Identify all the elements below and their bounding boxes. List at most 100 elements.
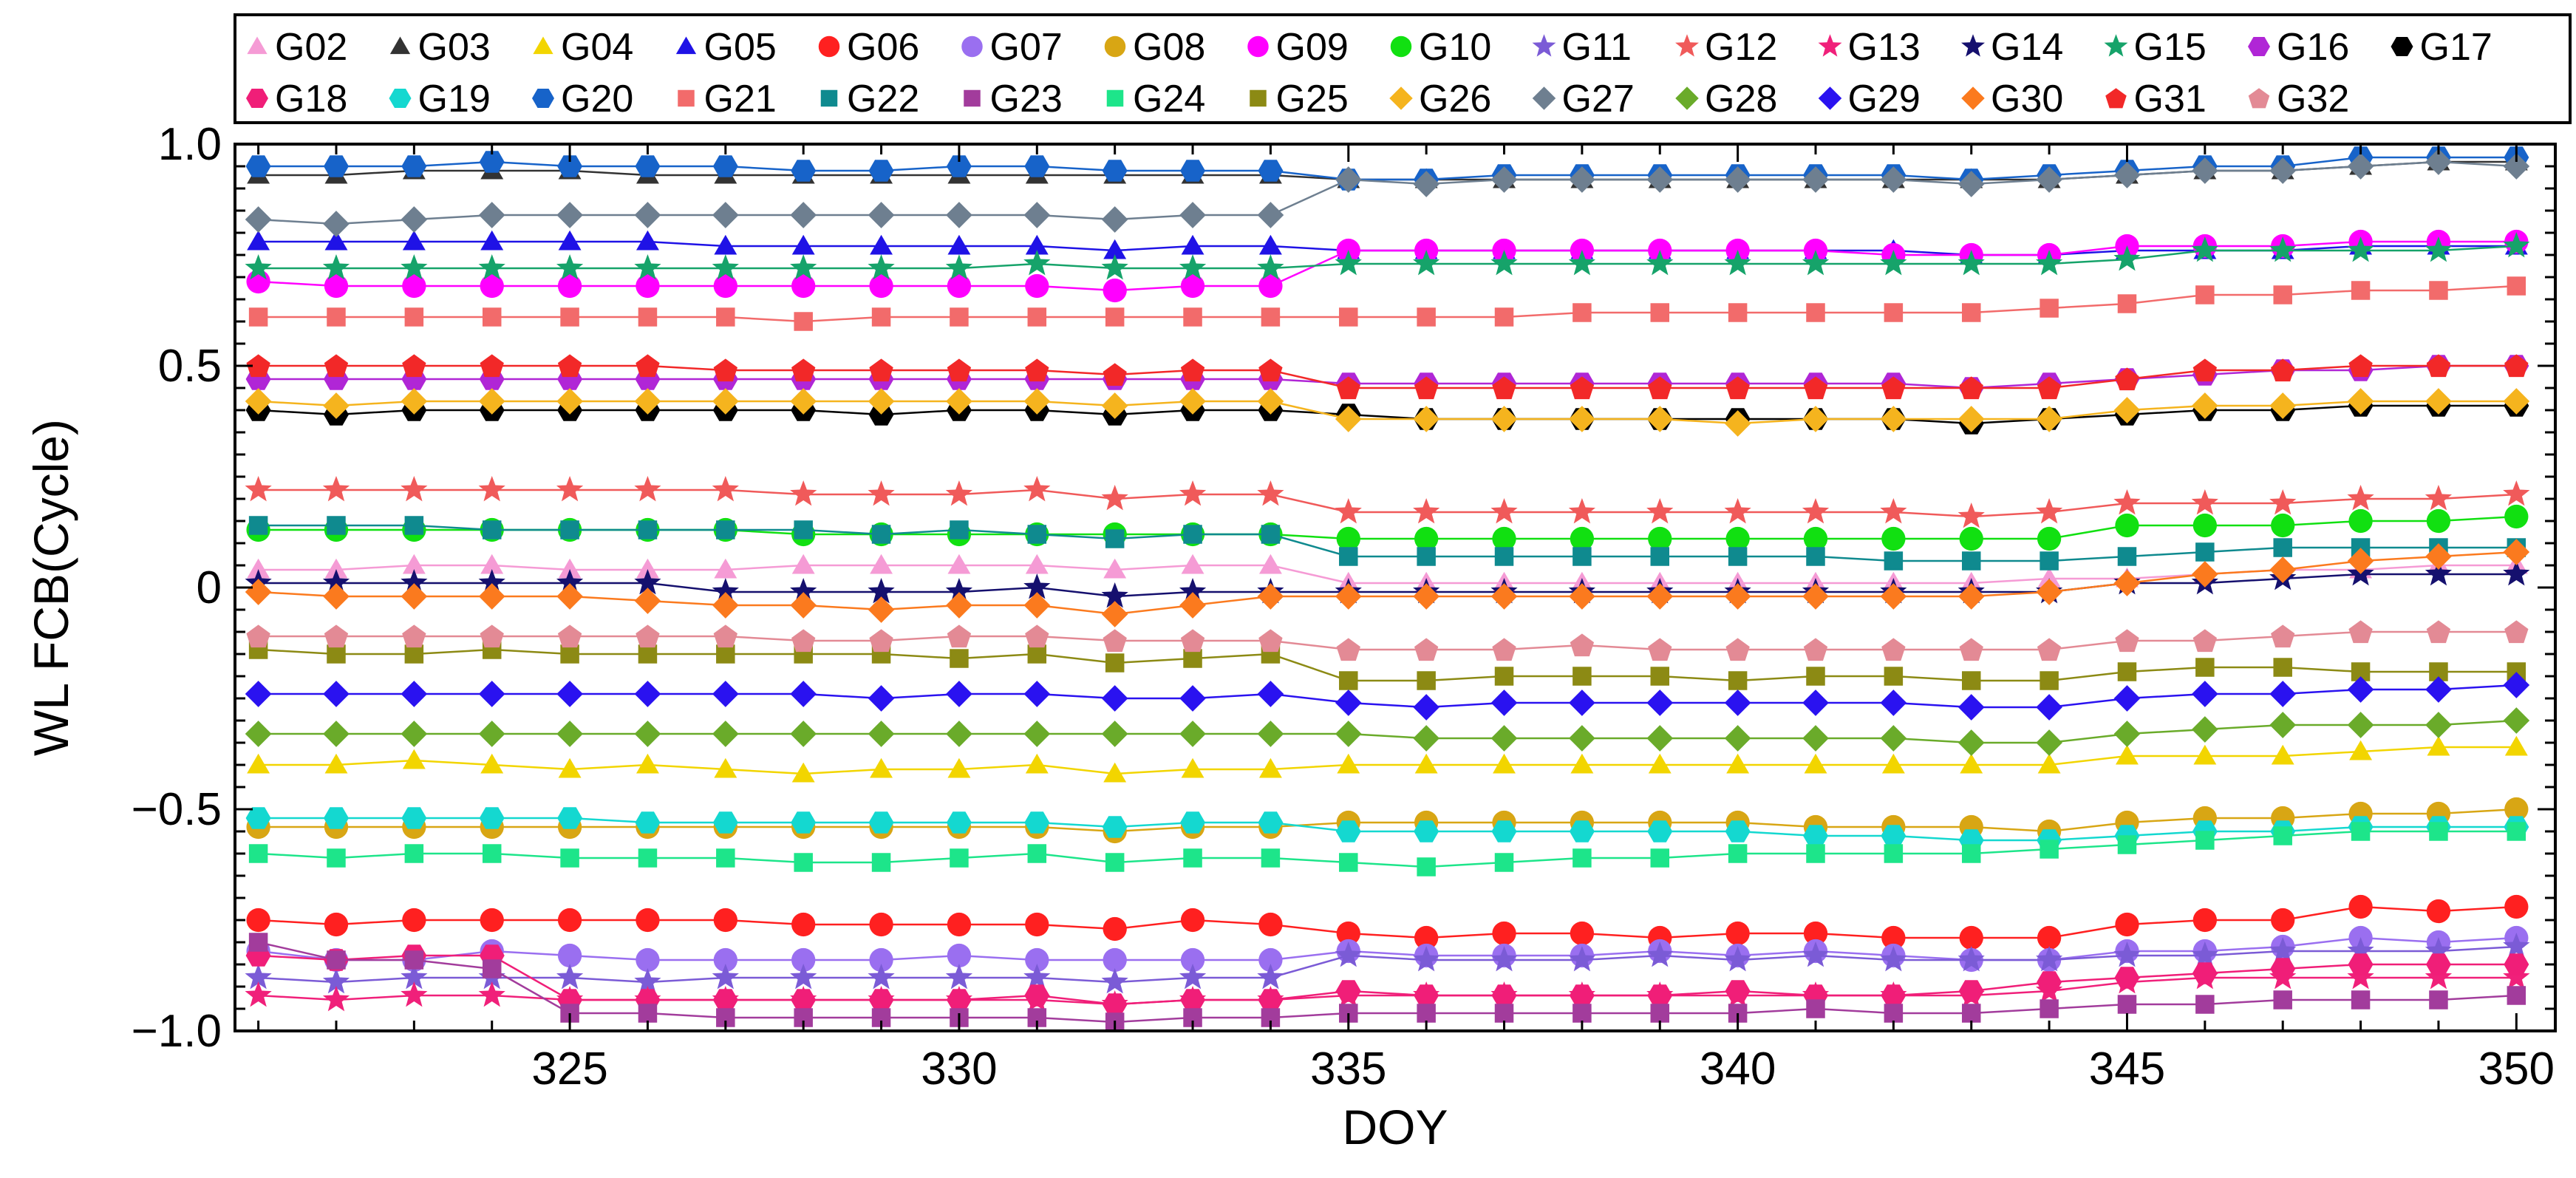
legend-label-G11: G11	[1562, 26, 1632, 69]
data-point-G20	[245, 155, 271, 177]
data-point-G29	[1880, 690, 1907, 716]
data-point-G11	[1335, 941, 1362, 967]
data-point-G29	[2347, 676, 2374, 703]
data-point-G12	[790, 480, 817, 506]
legend-marker-G14	[1961, 34, 1985, 57]
legend-item-G26: G26	[1389, 78, 1491, 120]
data-point-G30	[401, 583, 428, 610]
data-point-G18	[2037, 971, 2062, 993]
data-point-G32	[1570, 633, 1595, 657]
data-point-G12	[1490, 497, 1518, 524]
data-point-G32	[1414, 638, 1439, 661]
data-point-G06	[1414, 925, 1439, 950]
legend-item-G24: G24	[1106, 78, 1205, 120]
data-point-G27	[634, 202, 661, 228]
legend-marker-G24	[1106, 89, 1124, 107]
data-point-G14	[2503, 559, 2530, 586]
y-tick-label: −1.0	[132, 1006, 222, 1057]
data-point-G02	[402, 554, 426, 574]
data-point-G10	[1336, 526, 1360, 551]
data-point-G22	[2273, 538, 2292, 557]
data-point-G29	[556, 681, 583, 707]
data-point-G31	[1025, 358, 1049, 382]
data-point-G27	[478, 202, 505, 228]
legend-item-G18: G18	[246, 78, 347, 120]
data-point-G25	[2195, 658, 2215, 677]
data-point-G31	[1103, 363, 1127, 387]
data-point-G15	[245, 253, 272, 280]
data-point-G06	[2192, 908, 2217, 933]
data-point-G18	[1414, 984, 1439, 1007]
series-line-G19	[258, 817, 2517, 842]
x-tick-label: 340	[1700, 1043, 1776, 1094]
data-point-G24	[638, 848, 658, 868]
data-point-G32	[2348, 620, 2373, 644]
legend-label-G12: G12	[1705, 26, 1777, 69]
data-point-G12	[868, 480, 895, 506]
data-point-G23	[1572, 1004, 1592, 1023]
data-point-G19	[1258, 811, 1284, 834]
data-point-G20	[1258, 160, 1284, 182]
x-tick-label: 350	[2478, 1043, 2555, 1094]
data-point-G25	[560, 644, 579, 664]
legend-item-G05: G05	[675, 26, 777, 69]
data-point-G22	[1650, 547, 1670, 566]
legend-marker-G21	[678, 89, 695, 107]
data-point-G23	[1494, 1004, 1514, 1023]
data-point-G31	[1648, 376, 1672, 400]
data-point-G30	[2347, 548, 2374, 574]
legend-label-G29: G29	[1848, 78, 1921, 120]
data-point-G24	[1183, 848, 1202, 868]
data-point-G09	[869, 273, 893, 299]
data-point-G13	[245, 981, 272, 1007]
plot-area	[235, 144, 2555, 1031]
data-point-G31	[1803, 376, 1828, 400]
data-point-G32	[947, 624, 972, 648]
data-point-G22	[1261, 525, 1281, 544]
data-point-G06	[1959, 925, 1983, 950]
data-point-G24	[1572, 848, 1592, 868]
data-point-G25	[1105, 653, 1125, 673]
data-point-G22	[638, 520, 658, 539]
data-point-G26	[478, 388, 505, 415]
data-point-G10	[2426, 508, 2451, 534]
data-point-G04	[1181, 757, 1204, 778]
data-point-G21	[2273, 285, 2292, 304]
data-point-G18	[1569, 984, 1595, 1007]
data-point-G07	[1258, 947, 1283, 973]
data-point-G09	[402, 273, 426, 299]
data-point-G15	[1413, 249, 1440, 276]
data-point-G11	[2269, 936, 2297, 963]
legend-marker-G23	[964, 89, 981, 107]
legend-item-G12: G12	[1675, 26, 1777, 69]
data-point-G11	[245, 963, 272, 990]
data-point-G06	[246, 908, 270, 933]
data-point-G15	[2191, 236, 2218, 262]
legend-item-G20: G20	[532, 78, 633, 120]
data-point-G26	[712, 388, 739, 415]
data-point-G26	[556, 388, 583, 415]
data-point-G27	[1957, 171, 1985, 197]
legend-marker-G20	[532, 89, 554, 108]
data-point-G30	[2425, 543, 2452, 570]
data-point-G18	[1024, 984, 1050, 1007]
data-point-G11	[2503, 932, 2530, 959]
data-point-G05	[714, 234, 737, 255]
legend-marker-G03	[389, 36, 411, 55]
data-point-G28	[2347, 712, 2374, 738]
data-point-G11	[1724, 945, 1751, 972]
data-point-G05	[1181, 234, 1204, 255]
data-point-G32	[2426, 620, 2451, 644]
data-point-G24	[1884, 844, 1904, 863]
data-point-G06	[1103, 916, 1127, 942]
y-tick-label: −0.5	[132, 784, 222, 835]
legend-item-G22: G22	[820, 78, 919, 120]
legend-marker-G28	[1675, 86, 1699, 110]
data-point-G29	[1802, 690, 1829, 716]
x-tick-label: 325	[531, 1043, 607, 1094]
data-point-G31	[2271, 358, 2295, 382]
series-G21	[248, 276, 2526, 331]
data-point-G04	[1025, 753, 1049, 774]
series-G15	[245, 231, 2530, 280]
